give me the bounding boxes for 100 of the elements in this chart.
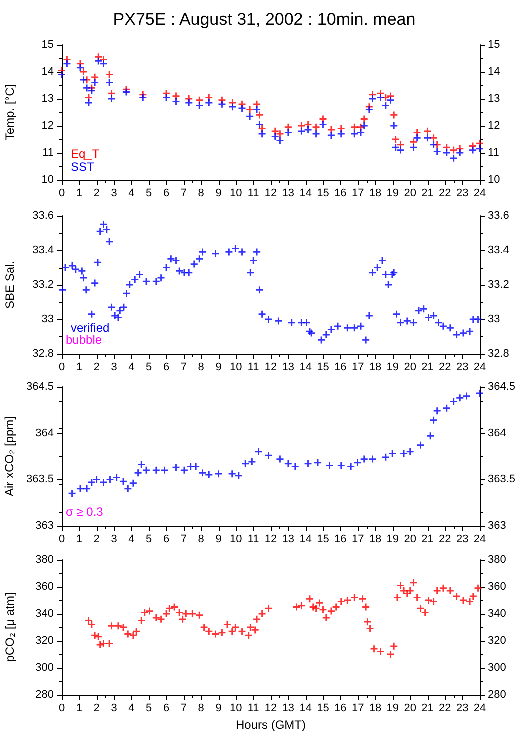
- y2-tick-label: 363.5: [488, 474, 516, 486]
- y-tick-label: 33.4: [32, 244, 54, 256]
- point: [360, 116, 368, 123]
- y-axis-title: SBE Sal.: [3, 260, 17, 310]
- point: [88, 478, 96, 486]
- x-tick-label: 23: [456, 702, 469, 714]
- point: [456, 150, 464, 156]
- x-tick-label: 7: [180, 188, 187, 200]
- x-tick-label: 8: [198, 362, 204, 374]
- x-tick-label: 22: [439, 362, 452, 374]
- point: [163, 94, 170, 102]
- y2-tick-label: 10: [488, 174, 500, 186]
- point: [84, 84, 91, 92]
- point: [92, 79, 99, 86]
- x-tick-label: 16: [334, 188, 347, 200]
- point: [358, 129, 365, 136]
- x-tick-label: 13: [282, 702, 295, 714]
- y2-tick-label: 13: [488, 93, 500, 105]
- point: [456, 394, 464, 402]
- y2-tick-label: 340: [488, 608, 506, 620]
- point: [134, 470, 142, 477]
- x-tick-label: 17: [352, 362, 364, 374]
- point: [450, 154, 458, 162]
- y2-tick-label: 33.2: [488, 279, 510, 291]
- point: [276, 137, 284, 144]
- text: SST: [71, 160, 96, 174]
- point: [392, 136, 400, 143]
- x-tick-label: 14: [300, 702, 312, 714]
- x-tick-label: 5: [146, 534, 152, 546]
- point: [400, 450, 408, 458]
- x-tick-label: 17: [352, 534, 364, 546]
- x-tick-label: 6: [163, 702, 170, 714]
- point: [272, 133, 279, 140]
- point: [172, 464, 180, 472]
- point: [255, 448, 262, 456]
- point: [377, 94, 384, 102]
- x-tick-label: 10: [230, 188, 242, 200]
- x-tick-label: 0: [58, 362, 66, 374]
- point: [320, 121, 327, 128]
- x-tick-label: 13: [282, 188, 295, 200]
- x-tick-label: 2: [94, 362, 100, 374]
- x-tick-label: 6: [163, 188, 170, 200]
- point: [228, 470, 236, 478]
- y2-tick-label: 33.6: [488, 210, 510, 222]
- point: [206, 100, 213, 107]
- x-tick-label: 6: [163, 534, 170, 546]
- x-tick-label: 15: [317, 188, 330, 200]
- point: [476, 145, 484, 152]
- x-tick-label: 0: [58, 188, 66, 200]
- x-tick-label: 9: [216, 362, 222, 374]
- x-tick-label: 18: [369, 534, 382, 546]
- y2-tick-label: 15: [488, 39, 500, 51]
- point: [242, 460, 250, 468]
- x-tick-label: 19: [386, 362, 400, 374]
- y2-tick-label: 32.8: [488, 348, 510, 360]
- x-tick-label: 18: [369, 702, 382, 714]
- x-tick-label: 7: [180, 534, 187, 546]
- point: [414, 134, 421, 142]
- point: [100, 60, 108, 68]
- point: [382, 102, 390, 110]
- point: [410, 144, 418, 152]
- y2-tick-label: 320: [488, 635, 506, 647]
- x-tick-label: 24: [474, 534, 486, 546]
- y2-tick-label: 300: [488, 662, 506, 674]
- point: [292, 463, 299, 470]
- point: [304, 126, 312, 134]
- x-tick-label: 9: [216, 188, 222, 200]
- point: [417, 442, 424, 449]
- point: [276, 130, 284, 138]
- series-label: verified: [71, 321, 110, 335]
- x-tick-label: 4: [128, 362, 135, 374]
- point: [389, 450, 396, 458]
- x-tick-label: 14: [300, 362, 312, 374]
- x-tick-label: 18: [369, 188, 382, 200]
- annotation: bubble: [66, 333, 102, 347]
- y2-tick-label: 363: [488, 520, 506, 532]
- x-tick-label: 18: [369, 362, 382, 374]
- point: [424, 128, 432, 135]
- x-tick-label: 17: [352, 702, 364, 714]
- point: [85, 100, 92, 107]
- point: [430, 416, 438, 424]
- x-tick-label: 8: [198, 188, 204, 200]
- y-tick-label: 32.8: [32, 348, 54, 360]
- y2-tick-label: 33: [488, 314, 500, 326]
- x-tick-label: 3: [111, 188, 118, 200]
- x-tick-label: 10: [230, 534, 242, 546]
- y-tick-label: 13: [42, 93, 54, 105]
- point: [328, 126, 335, 134]
- point: [199, 470, 206, 477]
- y-axis-title: Air xCO₂ [ppm]: [2, 416, 17, 497]
- x-tick-label: 14: [300, 534, 312, 546]
- x-tick-label: 4: [128, 702, 135, 714]
- x-tick-label: 10: [230, 702, 242, 714]
- point: [351, 130, 358, 138]
- y2-tick-label: 380: [488, 554, 506, 566]
- x-tick-label: 3: [111, 534, 118, 546]
- point: [93, 476, 100, 484]
- y-axis-title: pCO₂ [μ atm]: [3, 592, 17, 662]
- x-tick-label: 20: [404, 534, 416, 546]
- y2-tick-label: 14: [488, 66, 500, 78]
